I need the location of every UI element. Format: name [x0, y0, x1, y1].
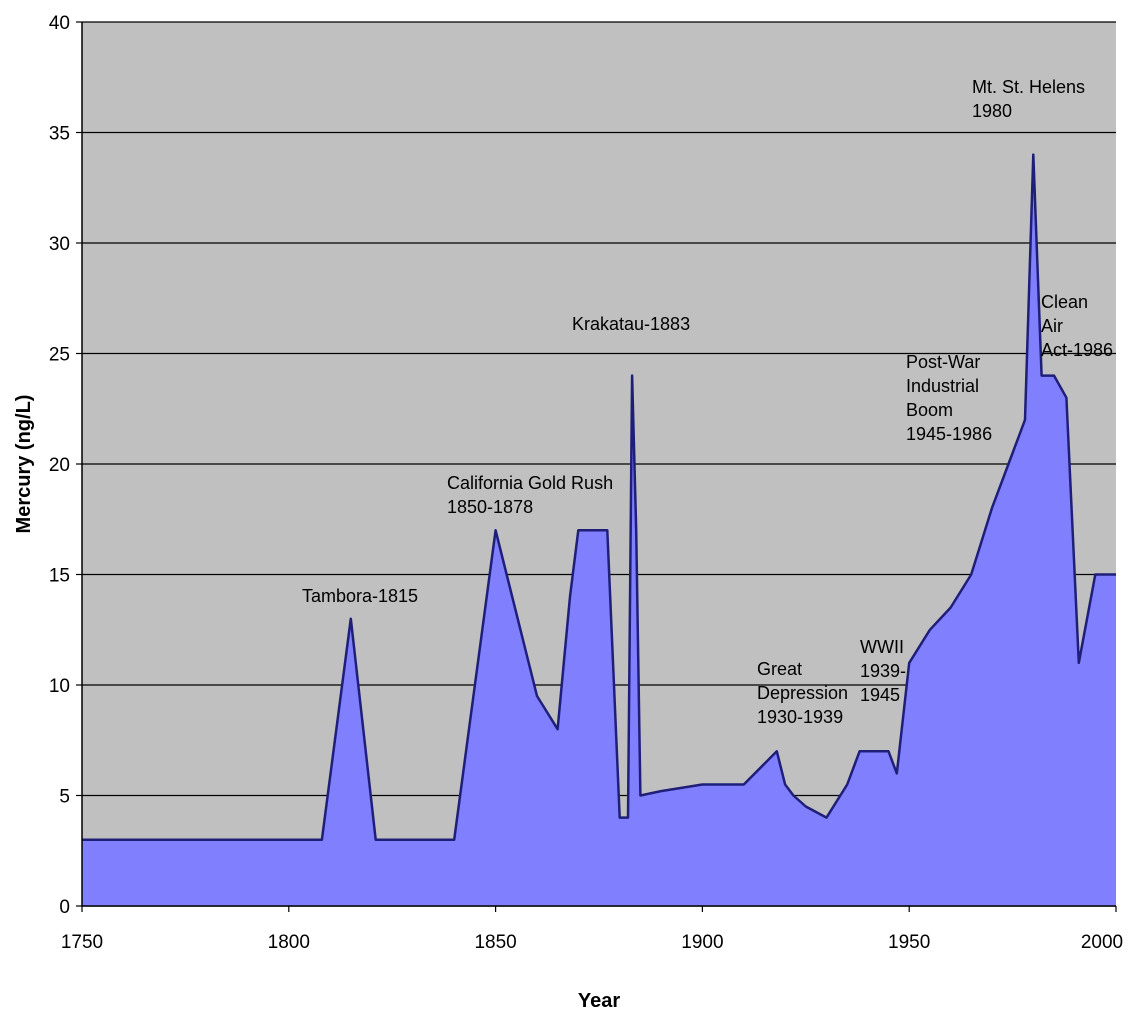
- x-tick-label-3: 1900: [681, 932, 723, 953]
- x-axis-ticks: 1750 1800 1850 1900 1950 2000: [61, 905, 1123, 953]
- y-tick-label-3: 15: [49, 566, 70, 587]
- annotation-cleanair: Clean Air Act-1986: [1041, 292, 1113, 360]
- y-axis-title: Mercury (ng/L): [13, 395, 35, 534]
- annotation-cleanair-line-0: Clean: [1041, 292, 1088, 312]
- annotation-depression: Great Depression 1930-1939: [757, 659, 848, 727]
- y-tick-label-6: 30: [49, 234, 70, 255]
- y-tick-label-0: 0: [59, 897, 70, 918]
- annotation-tambora-line-0: Tambora-1815: [302, 586, 418, 606]
- annotation-postwar-line-0: Post-War: [906, 352, 980, 372]
- annotation-cleanair-line-1: Air: [1041, 316, 1063, 336]
- y-tick-label-5: 25: [49, 345, 70, 366]
- y-tick-label-1: 5: [59, 787, 70, 808]
- annotation-depression-line-0: Great: [757, 659, 802, 679]
- x-axis-title: Year: [578, 990, 620, 1012]
- annotation-postwar-line-2: Boom: [906, 400, 953, 420]
- annotation-postwar: Post-War Industrial Boom 1945-1986: [906, 352, 992, 444]
- annotation-depression-line-1: Depression: [757, 683, 848, 703]
- x-tick-label-0: 1750: [61, 932, 103, 953]
- annotation-postwar-line-3: 1945-1986: [906, 424, 992, 444]
- annotation-sthelens-line-0: Mt. St. Helens: [972, 77, 1085, 97]
- annotation-krakatau: Krakatau-1883: [572, 314, 690, 334]
- annotation-wwii-line-0: WWII: [860, 637, 904, 657]
- annotation-goldrush-line-1: 1850-1878: [447, 497, 533, 517]
- annotations: Tambora-1815 California Gold Rush 1850-187…: [302, 77, 1113, 727]
- annotation-wwii-line-2: 1945: [860, 685, 900, 705]
- annotation-tambora: Tambora-1815: [302, 586, 418, 606]
- y-tick-label-4: 20: [49, 455, 70, 476]
- x-tick-label-5: 2000: [1081, 932, 1123, 953]
- y-tick-label-2: 10: [49, 676, 70, 697]
- y-axis-ticks: 0 5 10 15 20 25 30 35 40: [49, 13, 83, 918]
- series-line: [82, 153, 1116, 841]
- annotation-sthelens-line-1: 1980: [972, 101, 1012, 121]
- y-tick-label-7: 35: [49, 124, 70, 145]
- y-tick-label-8: 40: [49, 13, 70, 34]
- annotation-krakatau-line-0: Krakatau-1883: [572, 314, 690, 334]
- annotation-wwii-line-1: 1939-: [860, 661, 906, 681]
- x-tick-label-1: 1800: [268, 932, 310, 953]
- annotation-goldrush-line-0: California Gold Rush: [447, 473, 613, 493]
- annotation-cleanair-line-2: Act-1986: [1041, 340, 1113, 360]
- annotation-goldrush: California Gold Rush 1850-1878: [447, 473, 613, 517]
- annotation-wwii: WWII 1939- 1945: [860, 637, 906, 705]
- x-tick-label-4: 1950: [888, 932, 930, 953]
- annotation-sthelens: Mt. St. Helens 1980: [972, 77, 1085, 121]
- x-tick-label-2: 1850: [474, 932, 516, 953]
- annotation-depression-line-2: 1930-1939: [757, 707, 843, 727]
- annotation-postwar-line-1: Industrial: [906, 376, 979, 396]
